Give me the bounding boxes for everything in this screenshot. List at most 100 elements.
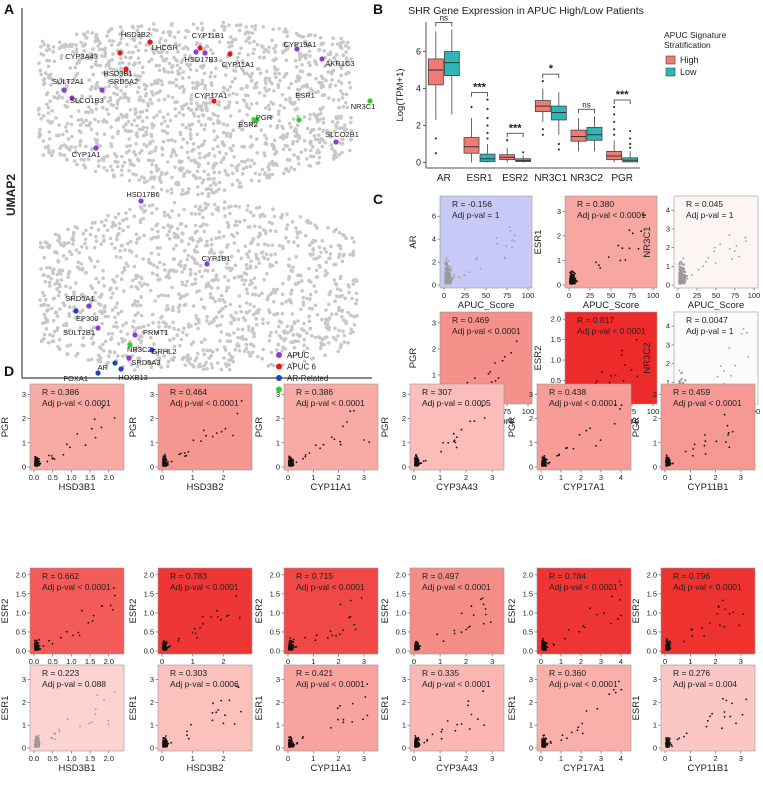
cell-point [80,245,84,249]
cell-point [223,214,227,218]
outlier [557,142,560,146]
gene-label: CYP11A1 [222,60,254,69]
cell-point [321,105,325,110]
correlation-label: R = 0.380 [577,199,614,209]
cell-point [163,268,167,272]
cell-point [92,325,96,330]
cell-point [124,84,129,89]
cell-point [213,299,217,304]
cell-point [249,178,254,183]
cell-point [169,268,173,273]
cell-point [254,137,259,141]
cell-point [280,292,285,297]
cell-point [233,263,238,268]
cell-point [244,342,249,347]
cell-point [337,255,341,259]
pvalue-label: Adj p-val < 0.0001 [577,326,646,336]
cell-point [287,298,291,303]
gene-point [211,98,217,104]
cell-point [222,188,227,192]
cell-point [200,113,205,117]
cell-point [309,221,313,225]
data-point [504,356,506,358]
correlation-label: R = 0.464 [170,387,207,397]
gene-point [193,49,199,55]
gene-label: AR [98,363,109,372]
x-tick-label: 1 [559,473,563,482]
cell-point [296,319,300,323]
y-tick-label: 4 [432,235,436,244]
cell-point [109,286,113,290]
cell-point [90,221,95,225]
cell-point [179,145,184,150]
data-point [637,247,640,250]
cell-point [189,137,193,141]
cell-point [335,294,340,299]
cell-point [157,325,161,329]
cell-point [296,97,301,102]
data-point [468,271,471,273]
data-point [511,239,513,242]
cell-point [301,303,306,307]
cell-point [149,57,154,62]
data-point [36,463,39,465]
cell-point [346,40,350,45]
cell-point [108,96,113,100]
data-point [719,243,721,246]
cell-point [231,144,236,148]
correlation-label: R = 307 [422,387,452,397]
cell-point [97,353,101,358]
cell-point [197,207,201,211]
cell-point [292,321,297,326]
cell-point [268,333,272,338]
cell-point [341,105,346,109]
cell-point [282,106,287,110]
cell-point [111,220,115,225]
cell-point [174,114,178,118]
cell-point [209,248,214,252]
cell-point [162,43,166,48]
y-tick-label: 0 [529,463,533,472]
cell-point [170,70,174,74]
cell-point [94,37,98,42]
cell-point [214,161,218,165]
y-tick-label: 2 [432,258,436,267]
cell-point [188,67,193,72]
cell-point [297,87,302,92]
cell-point [180,188,185,192]
cell-point [87,78,92,82]
cell-point [318,346,323,351]
cell-point [176,328,181,332]
cell-point [45,266,49,270]
data-point [444,282,447,285]
cell-point [76,315,80,319]
cell-point [224,134,229,138]
outlier [613,133,616,136]
cell-point [229,357,234,362]
cell-point [233,347,238,352]
outlier [629,142,632,146]
data-point [622,379,625,382]
y-tick-label: 0 [150,463,154,472]
gene-label: AKR1C3 [325,59,354,68]
cell-point [175,63,180,68]
cell-point [162,262,166,267]
cell-point [131,50,135,55]
data-point [446,263,449,266]
cell-point [41,245,45,250]
data-point [679,276,682,279]
cell-point [181,70,186,74]
cell-point [205,367,209,371]
cell-point [61,301,66,305]
legend-swatch [276,363,282,370]
cell-point [126,225,130,229]
cell-point [161,225,166,230]
cell-point [225,123,230,128]
gene-point [61,87,67,93]
cell-point [132,118,137,123]
data-point [162,460,165,463]
cell-point [304,53,309,57]
cell-point [222,155,226,160]
cell-point [137,280,142,285]
